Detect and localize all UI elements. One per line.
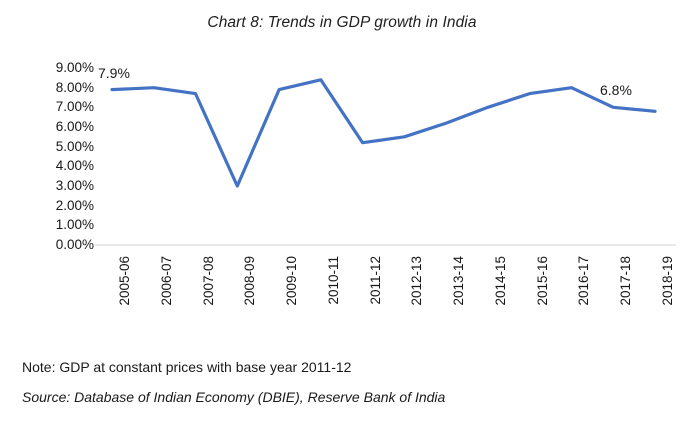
x-axis-tick-label: 2015-16 [534,256,550,306]
x-axis-tick-label: 2005-06 [117,256,132,306]
y-axis-tick-label: 2.00% [55,197,94,213]
x-axis-tick-label: 2012-13 [409,256,425,306]
y-axis-tick-label: 6.00% [55,119,94,134]
x-axis-tick-label: 2008-09 [242,256,258,306]
y-axis-tick-label: 5.00% [55,138,94,154]
x-axis-tick-label: 2016-17 [576,256,592,306]
x-axis-tick-label: 2006-07 [158,256,174,306]
x-axis-tick-label: 2018-19 [660,256,675,306]
note-text: Note: GDP at constant prices with base y… [22,359,352,375]
y-axis-tick-label: 8.00% [55,79,94,95]
x-axis-labels: 2005-06 2006-07 2007-08 2008-09 2009-10 2010-… [0,252,684,352]
y-axis-tick-label: 0.00% [55,237,94,252]
source-text: Source: Database of Indian Economy (DBIE… [22,389,446,405]
x-axis-tick-label: 2017-18 [618,256,634,306]
x-axis-tick-label: 2010-11 [325,256,341,305]
y-axis-labels: 9.00% 8.00% 7.00% 6.00% 5.00% 4.00% 3.00% 2.00%… [22,52,94,252]
data-point-label: 7.9% [98,64,130,81]
chart-title: Chart 8: Trends in GDP growth in India [207,14,477,31]
y-axis-tick-label: 3.00% [55,178,94,193]
line-chart-svg [95,78,676,246]
y-axis-tick-label: 7.00% [55,99,94,115]
plot-area [0,52,684,252]
y-axis-tick-label: 4.00% [55,158,94,174]
x-axis-tick-label: 2009-10 [284,256,300,306]
gdp-growth-line [110,78,657,188]
x-axis-tick-label: 2011-12 [367,256,383,305]
y-axis-tick-label: 9.00% [55,60,94,75]
x-axis-tick-label: 2014-15 [492,256,508,306]
x-axis-tick-label: 2007-08 [200,256,216,306]
y-axis-tick-label: 1.00% [55,217,94,233]
x-axis-tick-label: 2013-14 [451,256,467,306]
data-point-label: 6.8% [600,82,632,99]
